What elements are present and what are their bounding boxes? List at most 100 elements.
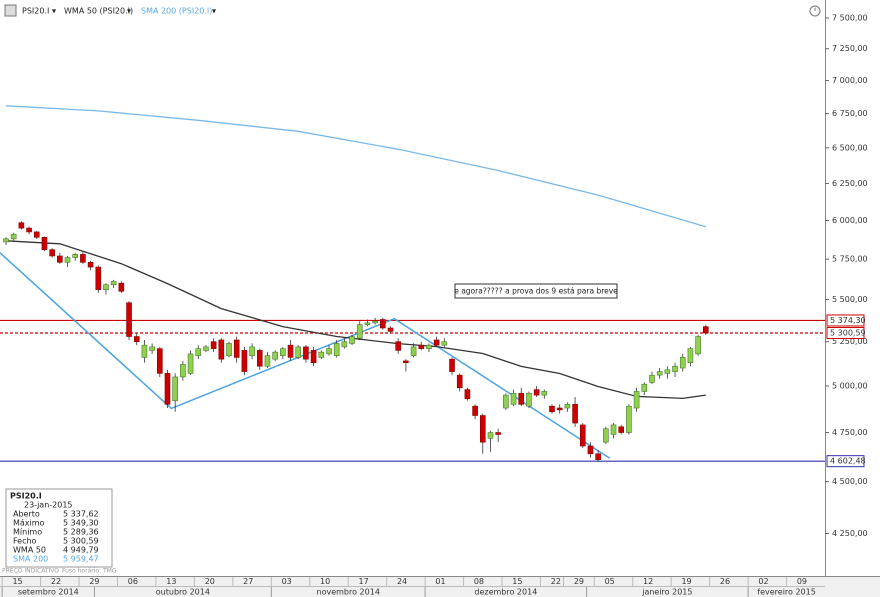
menu-icon[interactable] [4,4,17,17]
x-tick-label: 03 [282,577,292,586]
candle-body [518,392,525,405]
candle-body [133,336,140,342]
indicator-line [5,240,706,400]
candle-body [356,324,363,339]
candle-body [110,281,117,286]
candle-body [26,227,32,233]
candle-body [441,341,448,346]
candle-body [218,339,225,360]
footer: PREÇO INDICATIVO [2,568,59,575]
study-name[interactable]: WMA 50 (PSI20.I) [64,7,133,16]
candle-body [341,341,348,348]
info-label: Máximo [13,519,45,528]
candle-body [203,346,209,351]
candle-body [403,360,409,363]
y-tick-label: 5 500,00 [832,295,868,304]
candle-body [495,432,501,435]
y-tick-label: 5 250,00 [832,337,868,346]
candle-body [141,344,148,358]
candle-body [272,351,278,360]
info-value: 4 949,79 [63,546,99,555]
info-box [5,488,113,568]
x-tick-label: 13 [166,577,176,586]
candle-body [310,350,317,363]
candle-body [280,348,286,356]
dropdown-arrow[interactable]: ▾ [127,7,131,16]
trendline [0,252,611,459]
candle-body [126,302,132,337]
dropdown-arrow[interactable]: ▾ [52,7,56,16]
candle-body [380,319,386,329]
candle-body [249,346,255,356]
info-value: 5 337,62 [63,510,99,519]
candle-body [210,341,217,349]
x-tick-label: 09 [797,577,807,586]
x-tick-label: 19 [681,577,691,586]
candle-body [180,364,186,378]
y-tick-label: 5 750,00 [832,255,868,264]
candle-body [603,428,609,443]
candle-body [641,383,648,392]
x-tick-label: 10 [320,577,330,586]
month-label: dezembro 2014 [474,588,537,597]
info-label: SMA 200 [13,555,48,564]
candle-body [579,424,586,447]
candle-body [626,405,632,433]
candle-body [187,353,194,374]
candle-body [649,374,655,383]
month-label: janeiro 2015 [641,588,692,597]
candle-body [503,394,509,409]
candle-body [233,339,240,358]
dropdown-arrow[interactable]: ▾ [212,7,216,16]
candle-body [18,222,25,229]
candle-body [10,233,17,240]
month-label: setembro 2014 [18,588,79,597]
level-label: 4 602,48 [830,457,866,466]
symbol[interactable]: PSI20.I [22,7,49,16]
y-tick-label: 4 500,00 [832,477,868,486]
candle-body [456,374,463,389]
y-tick-label: 6 500,00 [832,143,868,152]
candle-body [595,453,601,460]
x-tick-label: 20 [205,577,215,586]
info-value: 5 289,36 [63,528,99,537]
candle-body [33,231,40,238]
x-tick-label: 15 [512,577,522,586]
candle-body [295,346,302,358]
x-tick-label: 29 [89,577,99,586]
month-label: novembro 2014 [317,588,380,597]
candle-body [364,322,371,325]
candle-body [572,404,578,424]
level-label-box [826,455,865,468]
candle-body [95,266,102,290]
level-label-box [826,326,865,339]
y-tick-label: 7 500,00 [832,13,868,22]
candle-body [533,389,540,396]
candle-body [318,351,325,358]
level-label: 5 300,59 [830,328,866,337]
candle-body [3,238,9,243]
x-tick-label: 01 [435,577,445,586]
info-value: 5 349,30 [63,519,99,528]
candle-body [433,339,440,346]
candle-body [526,392,532,407]
candle-body [479,415,486,443]
y-tick-label: 7 000,00 [832,76,868,85]
candle-body [172,376,178,401]
candle-body [418,344,425,349]
candle-body [656,371,663,376]
x-tick-label: 29 [574,577,584,586]
info-label: Aberto [13,510,40,519]
candle-body [426,344,432,349]
candle-body [449,358,455,372]
x-tick-label: 12 [643,577,653,586]
candle-body [487,432,494,439]
candle-body [587,445,594,455]
candle-body [49,249,55,257]
candle-body [387,327,394,332]
study-name[interactable]: SMA 200 (PSI20.I) [141,7,212,16]
candle-body [287,344,294,358]
candle-body [618,426,625,433]
